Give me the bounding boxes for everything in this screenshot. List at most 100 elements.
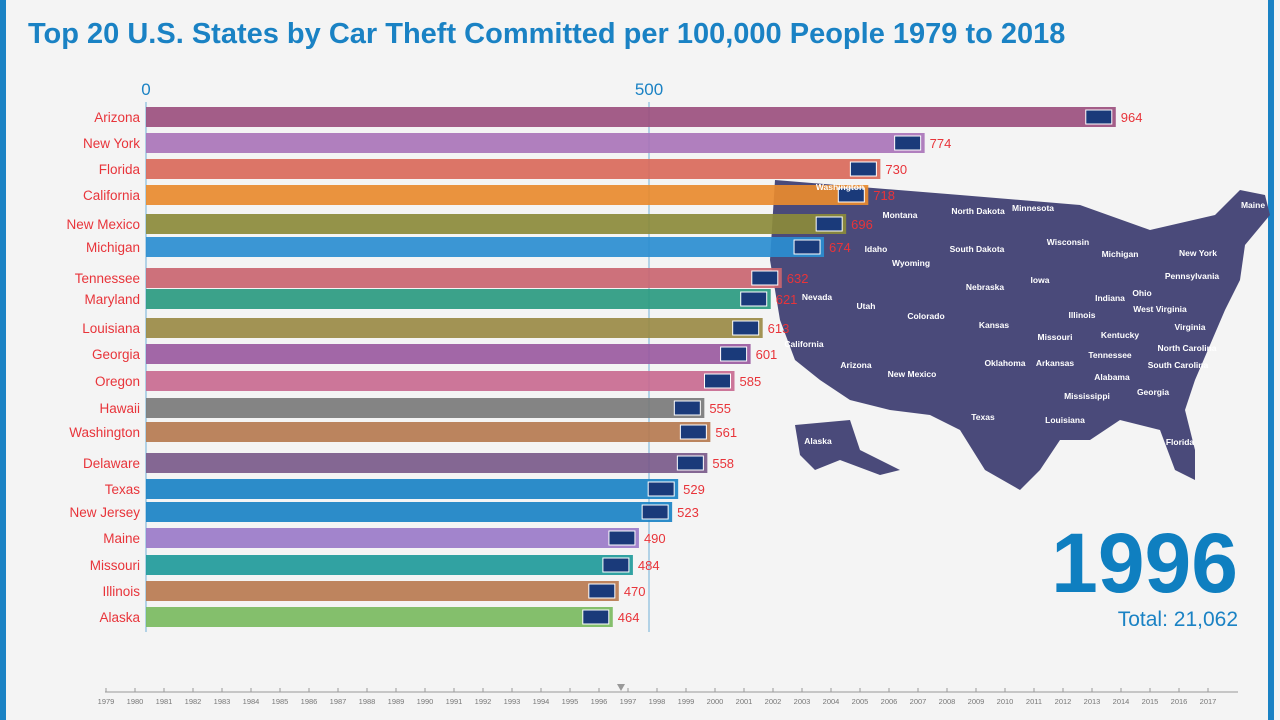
map-label: Alaska <box>804 436 832 446</box>
map-label: Colorado <box>907 311 944 321</box>
bar-michigan <box>146 237 825 257</box>
timeline-year: 2014 <box>1113 697 1130 706</box>
timeline-year: 2004 <box>823 697 840 706</box>
map-label: Nebraska <box>966 282 1005 292</box>
map-label: Utah <box>857 301 876 311</box>
value-label: 484 <box>638 558 660 573</box>
timeline-year: 1996 <box>591 697 608 706</box>
map-label: Ohio <box>1132 288 1151 298</box>
timeline-year: 1999 <box>678 697 695 706</box>
value-label: 585 <box>740 374 762 389</box>
timeline-year: 2010 <box>997 697 1014 706</box>
bar-georgia <box>146 344 751 364</box>
flag-icon <box>793 239 821 255</box>
alaska-map <box>795 420 900 475</box>
timeline-year: 2013 <box>1084 697 1101 706</box>
bar-louisiana <box>146 318 763 338</box>
timeline-year: 1987 <box>330 697 347 706</box>
category-label: Tennessee <box>75 271 140 286</box>
timeline-year: 1998 <box>649 697 666 706</box>
timeline-year: 1979 <box>98 697 115 706</box>
bar-maine <box>146 528 639 548</box>
map-label: Wisconsin <box>1047 237 1089 247</box>
map-label: Illinois <box>1069 310 1096 320</box>
category-label: Oregon <box>95 374 140 389</box>
flag-icon <box>704 373 732 389</box>
bar-missouri <box>146 555 633 575</box>
flag-icon <box>751 270 779 286</box>
flag-icon <box>679 424 707 440</box>
map-label: Indiana <box>1095 293 1125 303</box>
total-label: Total: 21,062 <box>1117 608 1238 631</box>
timeline-year: 2015 <box>1142 697 1159 706</box>
map-label: Kentucky <box>1101 330 1140 340</box>
value-label: 621 <box>776 292 798 307</box>
value-label: 464 <box>618 610 640 625</box>
value-label: 529 <box>683 482 705 497</box>
flag-icon <box>676 455 704 471</box>
timeline-year: 1997 <box>620 697 637 706</box>
category-label: Michigan <box>86 240 140 255</box>
timeline-year: 1985 <box>272 697 289 706</box>
flag-icon <box>641 504 669 520</box>
timeline-year: 1995 <box>562 697 579 706</box>
category-label: New Mexico <box>66 217 140 232</box>
bar-florida <box>146 159 881 179</box>
map-label: Virginia <box>1174 322 1205 332</box>
us-map <box>770 180 1270 490</box>
map-label: Montana <box>883 210 918 220</box>
timeline-year: 1983 <box>214 697 231 706</box>
value-label: 470 <box>624 584 646 599</box>
map-label: New York <box>1179 248 1217 258</box>
flag-icon <box>1085 109 1113 125</box>
current-year: 1996 <box>1051 516 1238 610</box>
map-label: Minnesota <box>1012 203 1054 213</box>
timeline-year: 1989 <box>388 697 405 706</box>
bar-new-york <box>146 133 925 153</box>
flag-icon <box>732 320 760 336</box>
map-label: Pennsylvania <box>1165 271 1220 281</box>
map-label: Arizona <box>840 360 871 370</box>
flag-icon <box>740 291 768 307</box>
value-label: 558 <box>712 456 734 471</box>
timeline-marker[interactable] <box>617 684 625 691</box>
map-label: Kansas <box>979 320 1010 330</box>
timeline-year: 2005 <box>852 697 869 706</box>
category-label: California <box>83 188 141 203</box>
bar-washington <box>146 422 711 442</box>
bar-arizona <box>146 107 1116 127</box>
category-label: Texas <box>105 482 141 497</box>
flag-icon <box>673 400 701 416</box>
bar-california <box>146 185 869 205</box>
bar-alaska <box>146 607 613 627</box>
flag-icon <box>582 609 610 625</box>
timeline-year: 2000 <box>707 697 724 706</box>
map-label: North Carolina <box>1157 343 1216 353</box>
category-label: Georgia <box>92 347 141 362</box>
map-label: Texas <box>971 412 995 422</box>
timeline-year: 2011 <box>1026 697 1042 706</box>
timeline-year: 2006 <box>881 697 898 706</box>
value-label: 490 <box>644 531 666 546</box>
map-label: Michigan <box>1102 249 1139 259</box>
value-label: 674 <box>829 240 851 255</box>
map-label: Idaho <box>865 244 888 254</box>
timeline-year: 1984 <box>243 697 260 706</box>
value-label: 730 <box>885 162 907 177</box>
timeline-year: 1992 <box>475 697 492 706</box>
timeline-year: 2016 <box>1171 697 1188 706</box>
chart-title: Top 20 U.S. States by Car Theft Committe… <box>28 18 1066 50</box>
bar-illinois <box>146 581 619 601</box>
flag-icon <box>608 530 636 546</box>
category-label: Washington <box>69 425 140 440</box>
timeline-year: 2003 <box>794 697 811 706</box>
map-label: Wyoming <box>892 258 930 268</box>
bar-new-mexico <box>146 214 847 234</box>
timeline-year: 1988 <box>359 697 376 706</box>
map-label: Missouri <box>1038 332 1073 342</box>
bar-tennessee <box>146 268 782 288</box>
x-tick-label: 0 <box>141 80 150 99</box>
flag-icon <box>647 481 675 497</box>
